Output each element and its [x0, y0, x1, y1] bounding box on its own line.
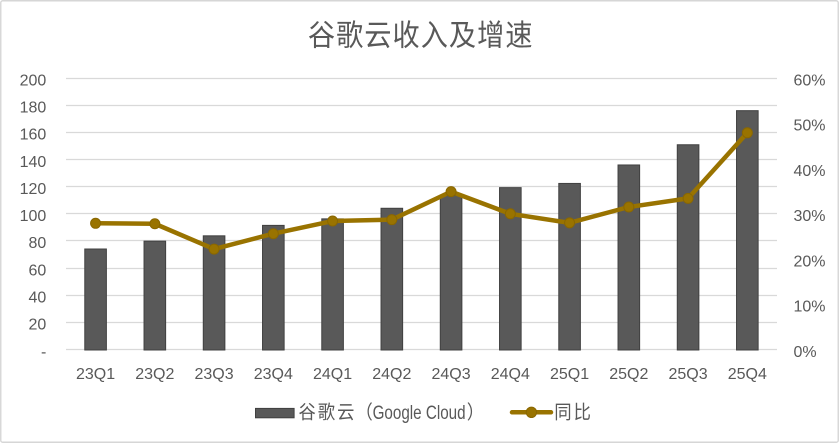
svg-text:23Q2: 23Q2 — [135, 366, 174, 383]
svg-text:24Q4: 24Q4 — [491, 366, 530, 383]
svg-text:23Q3: 23Q3 — [195, 366, 234, 383]
svg-text:60%: 60% — [794, 72, 826, 89]
svg-text:20: 20 — [29, 317, 47, 334]
svg-text:25Q2: 25Q2 — [609, 366, 648, 383]
svg-text:200: 200 — [20, 72, 47, 89]
svg-text:60: 60 — [29, 262, 47, 279]
svg-text:30%: 30% — [794, 208, 826, 225]
svg-text:10%: 10% — [794, 299, 826, 316]
svg-text:50%: 50% — [794, 118, 826, 135]
svg-text:Google Cloud: Google Cloud — [373, 402, 466, 424]
svg-text:24Q3: 24Q3 — [432, 366, 471, 383]
svg-text:160: 160 — [20, 127, 47, 144]
svg-text:23Q4: 23Q4 — [254, 366, 293, 383]
svg-text:100: 100 — [20, 208, 47, 225]
svg-text:25Q4: 25Q4 — [728, 366, 767, 383]
svg-text:80: 80 — [29, 235, 47, 252]
svg-text:24Q1: 24Q1 — [313, 366, 352, 383]
svg-text:40%: 40% — [794, 163, 826, 180]
svg-text:24Q2: 24Q2 — [372, 366, 411, 383]
svg-text:140: 140 — [20, 154, 47, 171]
svg-text:-: - — [41, 344, 46, 361]
svg-text:0%: 0% — [794, 344, 817, 361]
svg-text:180: 180 — [20, 99, 47, 116]
svg-text:23Q1: 23Q1 — [76, 366, 115, 383]
svg-text:25Q1: 25Q1 — [550, 366, 589, 383]
svg-text:25Q3: 25Q3 — [669, 366, 708, 383]
svg-text:120: 120 — [20, 181, 47, 198]
svg-text:20%: 20% — [794, 253, 826, 270]
svg-text:40: 40 — [29, 290, 47, 307]
